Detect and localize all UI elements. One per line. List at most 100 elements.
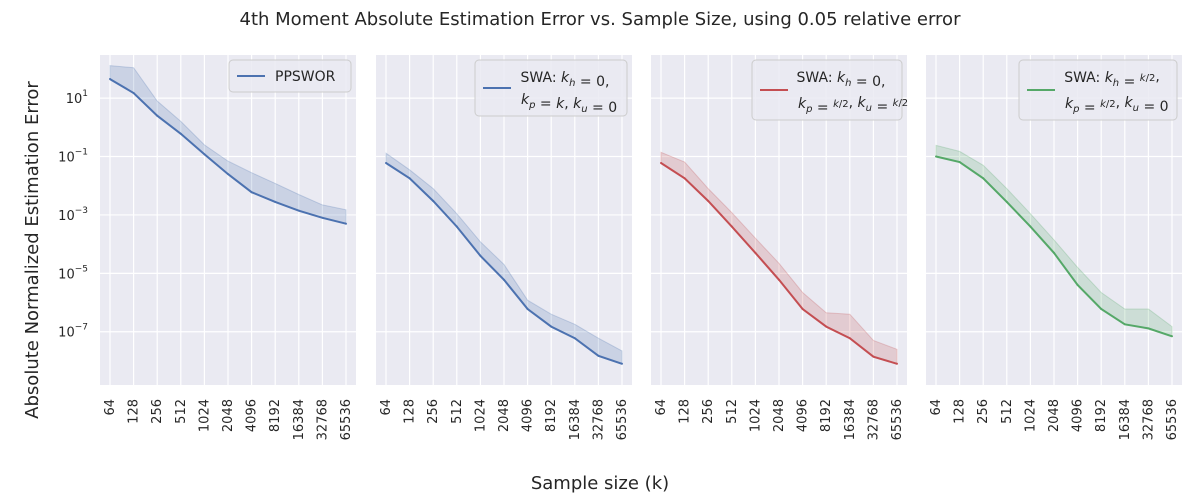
data-point	[825, 325, 828, 328]
data-point	[1123, 323, 1126, 326]
data-point	[801, 308, 804, 311]
x-tick-label: 65536	[1165, 399, 1180, 440]
legend-entry: SWA: kh = 0,	[521, 70, 610, 90]
legend-entry: kp = k, ku = 0	[521, 92, 617, 116]
legend-box	[1018, 59, 1178, 121]
data-point	[503, 278, 505, 281]
legend-box	[228, 59, 352, 93]
x-tick-label: 32768	[591, 399, 606, 440]
x-tick-label: 2048	[772, 399, 787, 432]
data-point	[597, 354, 600, 357]
data-point	[132, 91, 135, 94]
data-point	[621, 362, 623, 365]
x-tick-label: 8192	[819, 399, 834, 432]
y-axis-label: Absolute Normalized Estimation Error	[22, 81, 43, 419]
x-tick-label: 1024	[197, 399, 212, 432]
data-point	[1171, 335, 1173, 338]
x-axis-label: Sample size (k)	[531, 473, 669, 494]
x-tick-label: 256	[426, 399, 441, 424]
x-tick-label: 512	[174, 399, 189, 424]
legend: PPSWOR	[228, 59, 352, 93]
data-point	[896, 362, 898, 365]
legend-entry: SWA: kh = k/2,	[1064, 69, 1160, 90]
panel-2: 64 128 256 512 1024 2048 4096 8192 16384 32768 655…	[376, 55, 632, 440]
x-tick-label: 2048	[221, 399, 236, 432]
data-point	[958, 160, 961, 163]
legend-box	[474, 59, 628, 117]
x-tick-label: 2048	[497, 399, 512, 432]
x-tick-label: 4096	[796, 399, 811, 432]
chart-title: 4th Moment Absolute Estimation Error vs.…	[240, 9, 962, 30]
x-tick-label: 4096	[245, 399, 260, 432]
y-tick-label: 10−3	[58, 206, 88, 224]
data-point	[345, 222, 347, 225]
x-tick-label: 256	[976, 399, 991, 424]
data-point	[227, 173, 229, 176]
data-point	[707, 200, 710, 203]
data-point	[754, 251, 757, 254]
x-tick-label: 32768	[1141, 399, 1156, 440]
x-tick-label: 128	[953, 399, 968, 424]
x-tick-label: 128	[403, 399, 418, 424]
x-tick-label: 8192	[544, 399, 559, 432]
x-tick-label: 65536	[890, 399, 905, 440]
data-point	[730, 225, 733, 228]
x-tick-label: 512	[1000, 399, 1015, 424]
x-tick-label: 1024	[473, 399, 488, 432]
y-tick-label: 10−1	[58, 148, 88, 166]
x-tick-label: 4096	[521, 399, 536, 432]
data-point	[156, 114, 159, 117]
legend: SWA: kh = k/2, kp = k/2, ku = 0	[1018, 59, 1178, 121]
data-point	[250, 191, 253, 194]
data-point	[982, 177, 985, 180]
panel-1: 64 128 256 512 1024 2048 4096 8192 16384 32768 655…	[100, 55, 356, 440]
x-tick-label: 256	[701, 399, 716, 424]
x-tick-label: 64	[929, 399, 944, 416]
legend-box	[751, 59, 903, 121]
x-tick-label: 256	[150, 399, 165, 424]
data-point	[1053, 251, 1055, 254]
data-point	[408, 177, 411, 180]
data-point	[179, 132, 182, 135]
data-point	[432, 200, 435, 203]
x-tick-label: 8192	[268, 399, 283, 432]
legend-entry: PPSWOR	[275, 69, 336, 85]
data-point	[1147, 327, 1150, 330]
data-point	[526, 308, 529, 311]
x-tick-label: 16384	[843, 399, 858, 440]
panel-3: 64 128 256 512 1024 2048 4096 8192 16384 32768 655…	[651, 55, 908, 440]
data-point	[109, 78, 111, 81]
data-point	[321, 216, 324, 219]
data-point	[550, 325, 553, 328]
data-point	[297, 209, 300, 212]
x-tick-label: 128	[127, 399, 142, 424]
x-tick-label: 8192	[1094, 399, 1109, 432]
data-point	[935, 155, 937, 158]
data-point	[872, 355, 875, 358]
data-point	[1076, 283, 1079, 286]
data-point	[1005, 200, 1008, 203]
data-point	[778, 278, 780, 281]
data-point	[385, 162, 387, 165]
legend-entry: SWA: kh = 0,	[797, 70, 886, 90]
y-axis-ticks: 101 10−1 10−3 10−5 10−7	[58, 89, 88, 341]
x-tick-label: 65536	[615, 399, 630, 440]
x-tick-label: 4096	[1071, 399, 1086, 432]
x-tick-label: 64	[379, 399, 394, 416]
x-tick-label: 16384	[292, 399, 307, 440]
data-point	[1029, 225, 1032, 228]
legend: SWA: kh = 0,kp = k, ku = 0	[474, 59, 628, 117]
data-point	[274, 200, 277, 203]
y-tick-label: 10−7	[58, 323, 88, 341]
panel-4: 64 128 256 512 1024 2048 4096 8192 16384 32768 655…	[926, 55, 1182, 440]
x-tick-label: 64	[103, 399, 118, 416]
data-point	[573, 337, 576, 340]
x-tick-label: 1024	[1023, 399, 1038, 432]
y-tick-label: 101	[66, 89, 88, 107]
x-tick-label: 512	[450, 399, 465, 424]
legend-entry: kp = k/2, ku = k/2	[798, 95, 908, 116]
y-tick-label: 10−5	[58, 264, 88, 282]
x-tick-label: 65536	[339, 399, 354, 440]
x-tick-label: 512	[725, 399, 740, 424]
